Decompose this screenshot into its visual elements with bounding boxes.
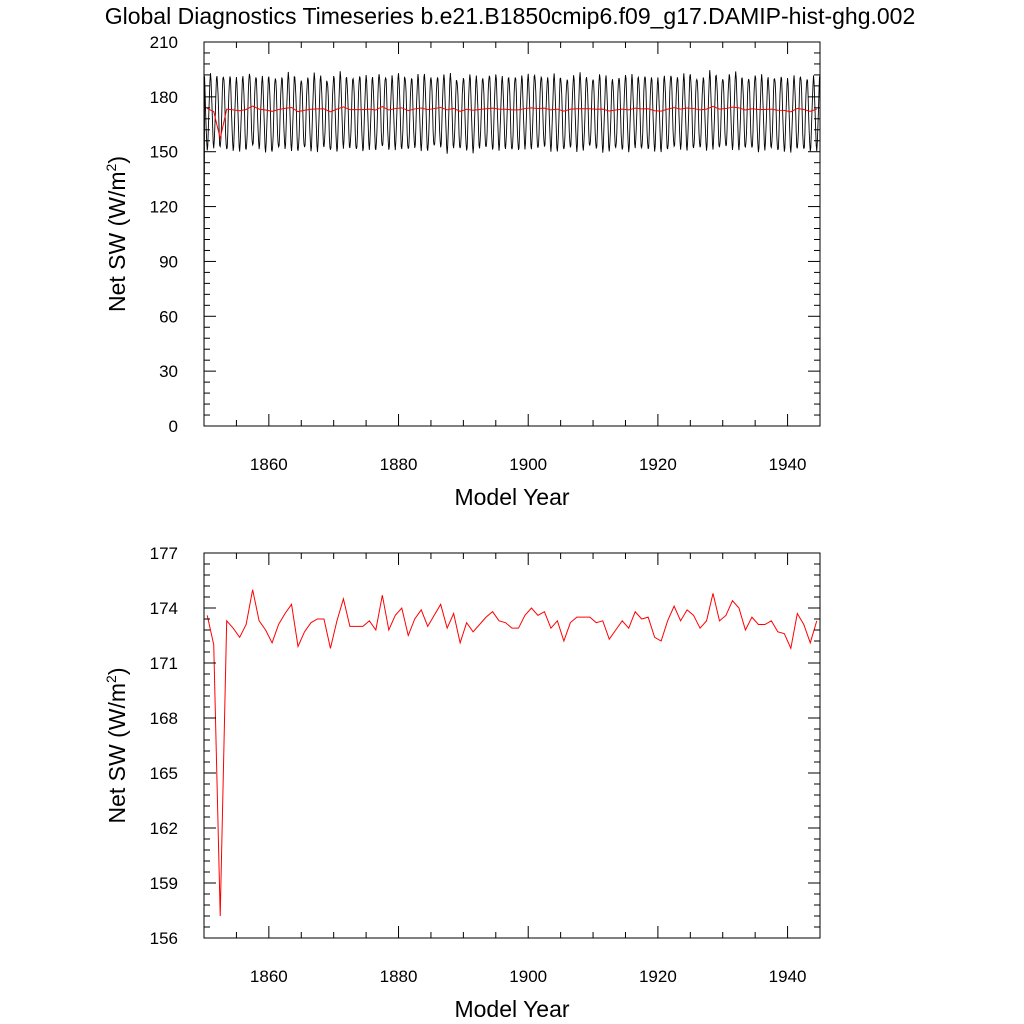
- bottom-panel-lines: [206, 589, 818, 917]
- top-panel-y-tick-label: 60: [159, 307, 178, 326]
- bottom-panel-x-tick-label: 1900: [509, 967, 547, 986]
- bottom-panel-y-tick-label: 177: [150, 544, 178, 563]
- top-panel-x-axis-label: Model Year: [454, 484, 569, 510]
- bottom-panel-x-tick-label: 1860: [250, 967, 288, 986]
- bottom-panel-y-axis-label-sup: 2: [103, 675, 119, 683]
- bottom-panel-frame: [203, 552, 821, 939]
- top-panel-y-tick-label: 180: [150, 88, 178, 107]
- bottom-panel-y-tick-label: 162: [150, 819, 178, 838]
- bottom-panel-ticks: 1860 1880 1900 1920 1940 156 159 162 165 168 171 17…: [150, 544, 821, 986]
- top-panel: 1860 1880 1900 1920 19400306090120150180210 …: [103, 33, 821, 510]
- bottom-panel-x-tick-label: 1940: [769, 967, 807, 986]
- bottom-panel-y-axis-label-main: Net SW (W/m: [104, 683, 130, 824]
- top-panel-y-axis-label-sup: 2: [103, 163, 119, 171]
- bottom-panel-y-axis-label: Net SW (W/m2): [103, 667, 130, 823]
- top-panel-y-axis-label-main: Net SW (W/m: [104, 171, 130, 312]
- bottom-panel-y-tick-label: 171: [150, 654, 178, 673]
- top-panel-y-tick-label: 120: [150, 198, 178, 217]
- bottom-panel-y-tick-label: 156: [150, 929, 178, 948]
- top-panel-y-axis-label-close: ): [104, 156, 130, 164]
- figure-title: Global Diagnostics Timeseries b.e21.B185…: [105, 3, 916, 29]
- top-panel-x-tick-label: 1920: [639, 455, 677, 474]
- top-panel-y-tick-label: 150: [150, 143, 178, 162]
- top-panel-y-tick-label: 30: [159, 362, 178, 381]
- bottom-panel-y-tick-label: 174: [150, 599, 178, 618]
- top-panel-y-tick-label: 90: [159, 252, 178, 271]
- bottom-panel-y-axis-label-close: ): [104, 667, 130, 675]
- bottom-panel-y-tick-label: 168: [150, 709, 178, 728]
- top-panel-y-tick-label: 210: [150, 33, 178, 52]
- top-panel-y-tick-label: 0: [169, 417, 178, 436]
- bottom-panel: 1860 1880 1900 1920 1940 156 159 162 165 168 171 17…: [103, 544, 821, 1022]
- bottom-panel-x-axis-label: Model Year: [454, 996, 569, 1022]
- top-panel-y-axis-label: Net SW (W/m2): [103, 156, 130, 312]
- top-panel-x-tick-label: 1880: [380, 455, 418, 474]
- top-panel-x-tick-label: 1940: [769, 455, 807, 474]
- bottom-panel-x-tick-label: 1920: [639, 967, 677, 986]
- top-panel-ticks: 1860 1880 1900 1920 1940 0 30 60 90 120 150 180 210: [150, 33, 821, 474]
- bottom-panel-series-annual: [206, 589, 818, 917]
- top-panel-x-tick-label: 1860: [250, 455, 288, 474]
- top-panel-series-monthly: [203, 70, 821, 427]
- top-panel-frame: [203, 41, 821, 427]
- bottom-panel-y-tick-label: 159: [150, 874, 178, 893]
- bottom-panel-x-tick-label: 1880: [380, 967, 418, 986]
- top-panel-x-tick-label: 1900: [509, 455, 547, 474]
- bottom-panel-y-tick-label: 165: [150, 764, 178, 783]
- top-panel-lines: [203, 70, 821, 427]
- top-panel-series-annual: [207, 105, 817, 139]
